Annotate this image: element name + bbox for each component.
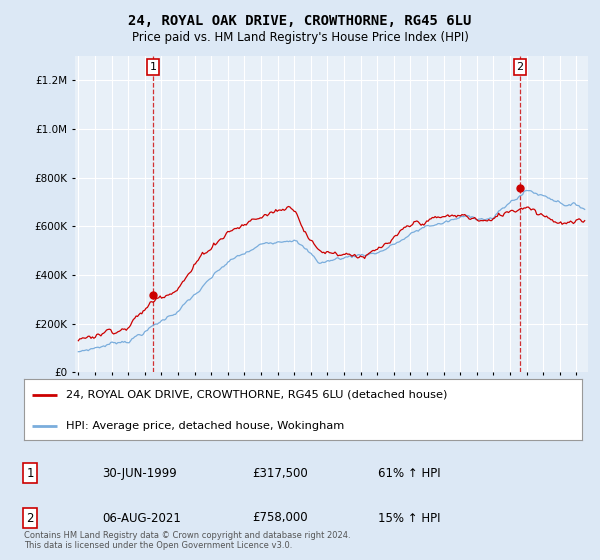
Text: HPI: Average price, detached house, Wokingham: HPI: Average price, detached house, Woki…: [66, 421, 344, 431]
Text: 06-AUG-2021: 06-AUG-2021: [102, 511, 181, 525]
Text: 61% ↑ HPI: 61% ↑ HPI: [378, 466, 440, 480]
Text: 24, ROYAL OAK DRIVE, CROWTHORNE, RG45 6LU: 24, ROYAL OAK DRIVE, CROWTHORNE, RG45 6L…: [128, 14, 472, 28]
Text: Contains HM Land Registry data © Crown copyright and database right 2024.
This d: Contains HM Land Registry data © Crown c…: [24, 530, 350, 550]
Text: £317,500: £317,500: [252, 466, 308, 480]
Text: £758,000: £758,000: [252, 511, 308, 525]
Text: 2: 2: [26, 511, 34, 525]
Text: 24, ROYAL OAK DRIVE, CROWTHORNE, RG45 6LU (detached house): 24, ROYAL OAK DRIVE, CROWTHORNE, RG45 6L…: [66, 390, 447, 400]
Text: 2: 2: [517, 62, 523, 72]
Text: 15% ↑ HPI: 15% ↑ HPI: [378, 511, 440, 525]
Text: Price paid vs. HM Land Registry's House Price Index (HPI): Price paid vs. HM Land Registry's House …: [131, 31, 469, 44]
Text: 30-JUN-1999: 30-JUN-1999: [102, 466, 177, 480]
Text: 1: 1: [26, 466, 34, 480]
Text: 1: 1: [149, 62, 157, 72]
